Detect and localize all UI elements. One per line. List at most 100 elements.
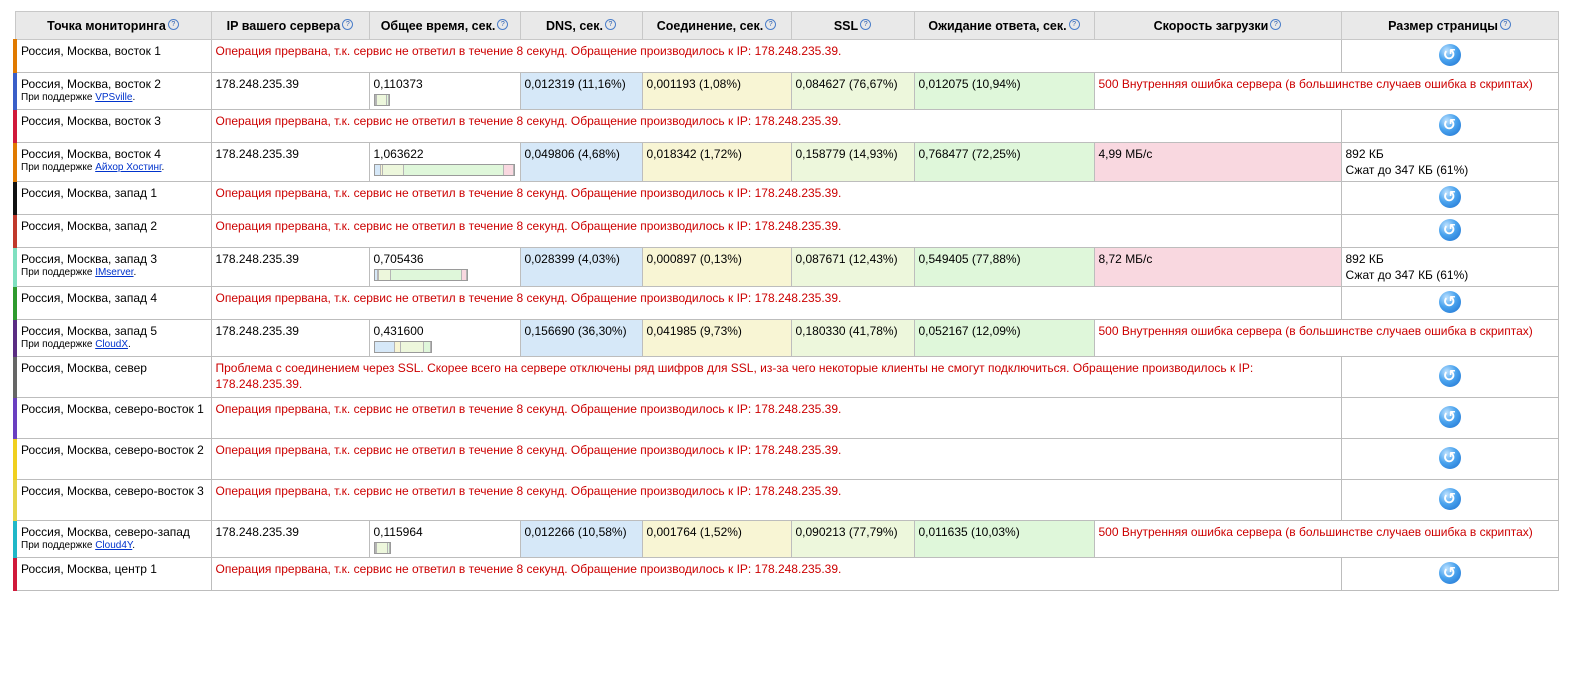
table-row: Россия, Москва, восток 4 При поддержке Ай… — [13, 142, 1559, 182]
refresh-cell — [1340, 39, 1559, 73]
refresh-icon[interactable] — [1438, 44, 1461, 66]
support-prefix: При поддержке — [21, 339, 93, 350]
dns-time: 0,156690 (36,30%) — [519, 319, 643, 357]
total-time-cell: 0,431600 — [368, 319, 521, 357]
help-icon[interactable]: ? — [765, 18, 777, 30]
column-header: DNS, сек.? — [519, 11, 643, 40]
support-prefix: При поддержке — [21, 540, 93, 551]
location-cell: Россия, Москва, запад 3 При поддержке IMs… — [13, 247, 212, 287]
error-message: Операция прервана, т.к. сервис не ответи… — [210, 181, 1342, 215]
location-name: Россия, Москва, запад 3 — [21, 252, 158, 266]
ssl-time: 0,158779 (14,93%) — [790, 142, 915, 182]
connect-time: 0,018342 (1,72%) — [641, 142, 792, 182]
sponsor-link[interactable]: IMserver — [95, 267, 134, 278]
help-icon[interactable]: ? — [860, 18, 872, 30]
sponsor-link[interactable]: CloudX — [95, 339, 128, 350]
location-name: Россия, Москва, центр 1 — [21, 562, 157, 576]
location-cell: Россия, Москва, центр 1 — [13, 557, 212, 591]
help-icon[interactable]: ? — [604, 18, 616, 30]
timing-bar-ssl — [379, 270, 391, 280]
table-row: Россия, Москва, восток 3 Операция прерван… — [13, 109, 1559, 143]
location-name: Россия, Москва, восток 3 — [21, 114, 161, 128]
location-name: Россия, Москва, запад 1 — [21, 186, 158, 200]
column-header: Скорость загрузки? — [1093, 11, 1342, 40]
timing-bar-download — [462, 270, 468, 280]
column-header: IP вашего сервера? — [210, 11, 370, 40]
timing-bar-download — [504, 165, 515, 175]
refresh-icon[interactable] — [1438, 488, 1461, 510]
server-ip: 178.248.235.39 — [210, 142, 370, 182]
help-icon[interactable]: ? — [167, 18, 179, 30]
table-row: Россия, Москва, запад 3 При поддержке IMs… — [13, 247, 1559, 287]
error-message: Операция прервана, т.к. сервис не ответи… — [210, 479, 1342, 521]
total-time: 1,063622 — [373, 147, 424, 161]
refresh-cell — [1340, 356, 1559, 398]
support-prefix: При поддержке — [21, 162, 93, 173]
table-header: Точка мониторинга? IP вашего сервера? Обще… — [14, 11, 1559, 40]
help-icon[interactable]: ? — [342, 18, 354, 30]
column-header-label: Размер страницы — [1388, 18, 1498, 33]
location-name: Россия, Москва, запад 4 — [21, 291, 158, 305]
location-cell: Россия, Москва, северо-восток 1 — [13, 397, 212, 439]
total-time: 0,115964 — [373, 525, 423, 539]
timing-bar-ssl — [376, 95, 388, 105]
download-speed: 4,99 МБ/с — [1093, 142, 1342, 182]
location-name: Россия, Москва, северо-восток 1 — [21, 402, 204, 416]
table-row: Россия, Москва, запад 4 Операция прервана… — [13, 286, 1559, 320]
sponsor-line: При поддержке VPSville. — [21, 92, 136, 103]
location-cell: Россия, Москва, запад 2 — [13, 214, 212, 248]
location-cell: Россия, Москва, восток 3 — [13, 109, 212, 143]
timing-bar — [373, 164, 516, 176]
refresh-cell — [1340, 286, 1559, 320]
timing-bar-connect — [380, 165, 384, 175]
help-icon[interactable]: ? — [1068, 18, 1080, 30]
timing-bar — [373, 269, 469, 281]
refresh-cell — [1340, 214, 1559, 248]
timing-bar-connect — [375, 95, 377, 105]
timing-bar-ssl — [400, 342, 425, 352]
refresh-icon[interactable] — [1438, 447, 1461, 469]
location-name: Россия, Москва, северо-запад — [21, 525, 190, 539]
ssl-time: 0,087671 (12,43%) — [790, 247, 915, 287]
refresh-cell — [1340, 438, 1559, 480]
location-cell: Россия, Москва, запад 4 — [13, 286, 212, 320]
server-ip: 178.248.235.39 — [210, 247, 370, 287]
refresh-cell — [1340, 109, 1559, 143]
sponsor-link[interactable]: Айхор Хостинг — [95, 162, 162, 173]
refresh-icon[interactable] — [1438, 406, 1461, 428]
location-cell: Россия, Москва, северо-запад При поддержк… — [13, 520, 212, 558]
help-icon[interactable]: ? — [1499, 18, 1511, 30]
total-time: 0,110373 — [373, 77, 423, 91]
server-error-message: 500 Внутренняя ошибка сервера (в большин… — [1093, 72, 1559, 110]
sponsor-link[interactable]: VPSville — [95, 92, 133, 103]
ssl-time: 0,084627 (76,67%) — [790, 72, 915, 110]
error-message: Операция прервана, т.к. сервис не ответи… — [210, 109, 1342, 143]
refresh-icon[interactable] — [1438, 186, 1461, 208]
table-row: Россия, Москва, восток 2 При поддержке VP… — [13, 72, 1559, 110]
location-cell: Россия, Москва, восток 1 — [13, 39, 212, 73]
page-size-cell: 892 КБ Сжат до 347 КБ (61%) — [1340, 142, 1559, 182]
error-message: Операция прервана, т.к. сервис не ответи… — [210, 286, 1342, 320]
column-header: Ожидание ответа, сек.? — [913, 11, 1095, 40]
dns-time: 0,012319 (11,16%) — [519, 72, 643, 110]
refresh-icon[interactable] — [1438, 219, 1461, 241]
sponsor-line: При поддержке CloudX. — [21, 339, 131, 350]
refresh-icon[interactable] — [1438, 562, 1461, 584]
sponsor-line: При поддержке Cloud4Y. — [21, 540, 136, 551]
page-size: 892 КБ — [1345, 252, 1384, 266]
dns-time: 0,012266 (10,58%) — [519, 520, 643, 558]
help-icon[interactable]: ? — [497, 18, 509, 30]
download-speed: 8,72 МБ/с — [1093, 247, 1342, 287]
support-prefix: При поддержке — [21, 267, 93, 278]
wait-time: 0,768477 (72,25%) — [913, 142, 1095, 182]
table-body: Россия, Москва, восток 1 Операция прерван… — [13, 39, 1559, 591]
refresh-icon[interactable] — [1438, 291, 1461, 313]
refresh-icon[interactable] — [1438, 365, 1461, 387]
sponsor-link[interactable]: Cloud4Y — [95, 540, 133, 551]
timing-bar-dns — [374, 342, 396, 352]
total-time-cell: 1,063622 — [368, 142, 521, 182]
refresh-icon[interactable] — [1438, 114, 1461, 136]
column-header: Соединение, сек.? — [641, 11, 792, 40]
compressed-size: Сжат до 347 КБ (61%) — [1345, 268, 1469, 282]
help-icon[interactable]: ? — [1270, 18, 1282, 30]
